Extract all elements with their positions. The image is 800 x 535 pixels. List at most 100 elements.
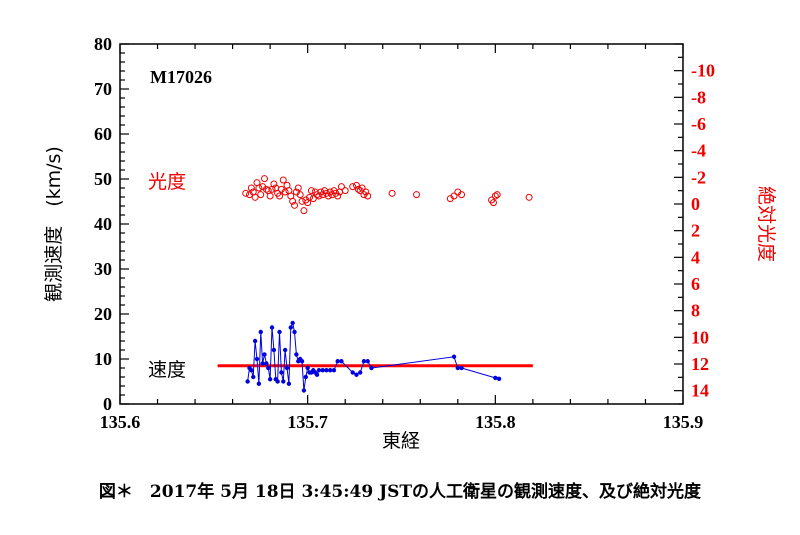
speed-point bbox=[264, 361, 269, 366]
brightness-point bbox=[334, 192, 342, 200]
speed-point bbox=[286, 381, 292, 386]
speed-point bbox=[451, 354, 457, 359]
brightness-point bbox=[300, 207, 308, 215]
speed-point bbox=[260, 361, 265, 366]
speed-point bbox=[279, 370, 284, 375]
speed-point bbox=[303, 374, 308, 380]
speed-point bbox=[331, 368, 337, 373]
right-y-tick-label: 2 bbox=[691, 221, 700, 241]
speed-point bbox=[249, 368, 254, 373]
x-tick-label: 135.9 bbox=[663, 412, 704, 432]
brightness-point bbox=[349, 183, 357, 191]
annotation-id: M17026 bbox=[150, 67, 212, 87]
x-tick-label: 135.6 bbox=[100, 412, 141, 432]
left-y-tick-label: 30 bbox=[94, 259, 112, 279]
speed-point bbox=[245, 379, 250, 384]
brightness-point bbox=[309, 195, 317, 203]
speed-point bbox=[314, 372, 320, 377]
brightness-point bbox=[261, 175, 269, 183]
speed-point bbox=[258, 329, 263, 335]
speed-point bbox=[459, 365, 464, 371]
speed-point bbox=[335, 359, 340, 364]
speed-point bbox=[269, 325, 275, 330]
x-axis-title: 東経 bbox=[382, 430, 420, 452]
speed-point bbox=[252, 338, 258, 344]
speed-point bbox=[271, 347, 277, 353]
left-y-tick-label: 70 bbox=[94, 79, 112, 99]
right-y-tick-label: 14 bbox=[691, 381, 709, 401]
speed-point bbox=[277, 329, 282, 335]
speed-point bbox=[493, 375, 498, 381]
right-y-tick-label: 12 bbox=[691, 354, 709, 374]
speed-point bbox=[316, 368, 322, 373]
right-y-tick-label: 0 bbox=[691, 194, 700, 214]
right-y-tick-label: 4 bbox=[691, 247, 700, 267]
speed-point bbox=[365, 359, 370, 364]
brightness-point bbox=[242, 189, 250, 197]
speed-point bbox=[290, 320, 295, 326]
speed-series-label: 速度 bbox=[148, 359, 186, 381]
brightness-point bbox=[266, 192, 274, 200]
brightness-point bbox=[298, 197, 306, 205]
speed-point bbox=[266, 365, 271, 371]
right-y-tick-label: -2 bbox=[691, 167, 706, 187]
speed-point bbox=[320, 368, 325, 373]
speed-point bbox=[354, 372, 359, 377]
brightness-point bbox=[289, 197, 297, 205]
brightness-point bbox=[291, 201, 299, 209]
speed-point bbox=[288, 325, 293, 330]
brightness-point bbox=[337, 183, 345, 191]
brightness-point bbox=[489, 199, 497, 207]
right-y-tick-label: -6 bbox=[691, 114, 706, 134]
brightness-point bbox=[413, 191, 421, 199]
brightness-point bbox=[324, 192, 332, 200]
brightness-point bbox=[247, 184, 255, 192]
plot-area bbox=[217, 175, 533, 393]
brightness-point bbox=[294, 184, 302, 192]
x-tick-label: 135.7 bbox=[287, 412, 328, 432]
right-y-axis: -10 -8 -6 -4 -2 0 2 4 6 8 10 12 14 bbox=[674, 43, 715, 405]
brightness-point bbox=[255, 184, 263, 192]
speed-point bbox=[267, 377, 273, 382]
left-y-tick-label: 20 bbox=[94, 304, 112, 324]
brightness-point bbox=[257, 191, 265, 199]
left-y-tick-label: 40 bbox=[94, 214, 112, 234]
brightness-point bbox=[352, 181, 360, 189]
speed-point bbox=[262, 352, 267, 357]
speed-point bbox=[358, 370, 363, 375]
speed-point bbox=[275, 379, 280, 384]
speed-point bbox=[327, 368, 333, 373]
brightness-point bbox=[251, 193, 259, 201]
x-axis: 135.6 135.7 135.8 135.9 bbox=[100, 44, 704, 432]
speed-point bbox=[369, 365, 374, 371]
speed-point bbox=[301, 388, 307, 393]
plot-frame bbox=[119, 43, 684, 405]
brightness-point bbox=[306, 193, 314, 201]
right-y-tick-label: 10 bbox=[691, 327, 709, 347]
speed-point bbox=[282, 347, 288, 353]
speed-point bbox=[294, 352, 299, 357]
left-y-tick-label: 60 bbox=[94, 124, 112, 144]
right-y-tick-label: -4 bbox=[691, 141, 706, 161]
x-tick-label: 135.8 bbox=[475, 412, 516, 432]
left-y-tick-label: 80 bbox=[94, 34, 112, 54]
right-y-tick-label: -8 bbox=[691, 87, 706, 107]
speed-point bbox=[281, 379, 286, 384]
speed-point bbox=[324, 368, 329, 373]
right-y-tick-label: -10 bbox=[691, 61, 715, 81]
brightness-point bbox=[307, 187, 315, 195]
speed-point bbox=[361, 359, 367, 364]
brightness-point bbox=[315, 192, 323, 200]
speed-point bbox=[251, 374, 256, 380]
left-y-tick-label: 50 bbox=[94, 169, 112, 189]
speed-point bbox=[256, 381, 262, 386]
brightness-point bbox=[276, 192, 284, 200]
speed-series-line bbox=[247, 321, 500, 391]
brightness-series-label: 光度 bbox=[148, 171, 186, 193]
speed-point bbox=[455, 365, 460, 371]
speed-point bbox=[496, 376, 502, 381]
figure-caption: 図＊ 2017年 5月 18日 3:45:49 JSTの人工衛星の観測速度、及び… bbox=[98, 482, 702, 502]
brightness-point bbox=[281, 188, 289, 196]
speed-point bbox=[292, 329, 297, 335]
brightness-point bbox=[364, 192, 372, 200]
